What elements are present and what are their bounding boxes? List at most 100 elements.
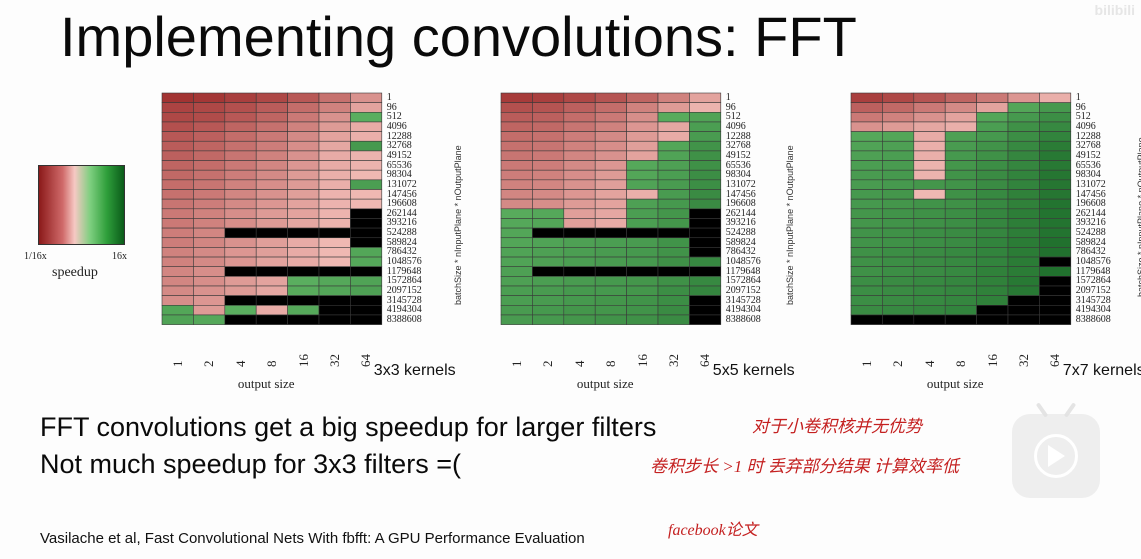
heatmap-cell (976, 276, 1009, 287)
heatmap-cell (657, 189, 690, 200)
y-axis-label: batchSize * nInputPlane * nOutputPlane (453, 145, 463, 305)
heatmap-cell (944, 218, 977, 229)
heatmap-cell (1039, 150, 1072, 161)
heatmap-cell (193, 140, 226, 152)
heatmap-cell (563, 92, 596, 103)
heatmap-cell (193, 121, 226, 132)
heatmap-cell (287, 92, 320, 103)
row-tick-label: 8388608 (386, 313, 422, 325)
heatmap-cell (657, 266, 690, 277)
heatmap-cell (563, 111, 596, 123)
row-tick-label: 589824 (386, 236, 417, 248)
heatmap-cell (976, 102, 1009, 113)
heatmap-cell (193, 160, 226, 171)
heatmap-cell (657, 208, 690, 219)
heatmap-cell (350, 218, 383, 229)
heatmap-cell (255, 266, 288, 277)
column-tick-label: 2 (890, 360, 906, 367)
heatmap-cell (532, 208, 565, 219)
heatmap-cell (594, 256, 627, 268)
row-tick-label: 786432 (1075, 246, 1106, 258)
watermark-logo: bilibili (1094, 2, 1135, 18)
heatmap-cell (1039, 198, 1072, 210)
heatmap-cell (563, 314, 596, 325)
heatmap-cell (913, 92, 946, 103)
heatmap-cell (913, 140, 946, 152)
heatmap-cell (563, 247, 596, 258)
heatmap-cell (161, 150, 194, 161)
heatmap-cell (532, 102, 565, 113)
heatmap-cell (287, 266, 320, 277)
heatmap-cell (500, 247, 533, 258)
row-tick-label: 4194304 (386, 304, 422, 316)
heatmap-cell (850, 102, 883, 113)
heatmap-cell (532, 189, 565, 200)
heatmap-cell (161, 266, 194, 277)
heatmap-cell (193, 179, 226, 190)
video-play-button[interactable] (1012, 402, 1100, 498)
heatmap-cell (913, 237, 946, 248)
heatmap-cell (1007, 189, 1040, 200)
heatmap-cell (350, 92, 383, 103)
heatmap-cell (976, 256, 1009, 268)
heatmap-cell (287, 305, 320, 316)
heatmap-cell (318, 102, 351, 113)
heatmap-cell (193, 314, 226, 325)
x-axis-label: output size (237, 375, 295, 391)
heatmap-cell (287, 227, 320, 239)
heatmap-cell (882, 121, 915, 132)
heatmap-cell (193, 208, 226, 219)
handwritten-note-3: facebook论文 (668, 522, 758, 539)
heatmap-cell (1007, 208, 1040, 219)
heatmap-cell (161, 189, 194, 200)
heatmap-cell (1007, 218, 1040, 229)
row-tick-label: 524288 (386, 227, 417, 239)
heatmap-cell (976, 305, 1009, 316)
heatmap-cell (594, 189, 627, 200)
heatmap-cell (689, 121, 722, 132)
column-tick-label: 8 (953, 360, 969, 367)
heatmap-cell (913, 198, 946, 210)
row-tick-label: 1179648 (1075, 265, 1111, 277)
heatmap-cell (318, 237, 351, 248)
heatmap-cell (850, 169, 883, 181)
legend-low-label: 1/16x (24, 251, 47, 262)
heatmap-cell (532, 247, 565, 258)
heatmap-cell (193, 189, 226, 200)
heatmap-cell (913, 227, 946, 239)
heatmap-cell (594, 218, 627, 229)
heatmap-cell (850, 256, 883, 268)
heatmap-cell (657, 150, 690, 161)
heatmap-cell (532, 285, 565, 296)
row-tick-label: 96 (386, 101, 397, 113)
kernel-size-title: 5x5 kernels (712, 361, 795, 379)
heatmap-cell (350, 102, 383, 113)
heatmap-cell (318, 256, 351, 268)
heatmap-cell (500, 150, 533, 161)
heatmap-cell (193, 102, 226, 113)
heatmap-cell (224, 179, 257, 190)
heatmap-cell (193, 237, 226, 248)
heatmap-cell (882, 92, 915, 103)
play-button-ear-right (1063, 402, 1077, 418)
heatmap-cell (689, 102, 722, 113)
column-tick-label: 16 (634, 353, 650, 367)
heatmap-cell (318, 295, 351, 306)
heatmap-cell (318, 121, 351, 132)
heatmap-cell (161, 256, 194, 268)
heatmap-cell (626, 256, 659, 268)
heatmap-cell (913, 276, 946, 287)
heatmap-cell (193, 256, 226, 268)
heatmap-cell (657, 295, 690, 306)
heatmap-cell (500, 314, 533, 325)
heatmap-cell (350, 314, 383, 325)
heatmap-cell (318, 150, 351, 161)
heatmap-cell (689, 189, 722, 200)
heatmap-cell (882, 150, 915, 161)
row-tick-label: 8388608 (725, 313, 761, 325)
row-tick-label: 131072 (725, 178, 756, 190)
heatmap-cell (913, 247, 946, 258)
row-tick-label: 65536 (386, 159, 412, 171)
row-tick-label: 12288 (1075, 130, 1101, 142)
heatmap-cell (193, 227, 226, 239)
